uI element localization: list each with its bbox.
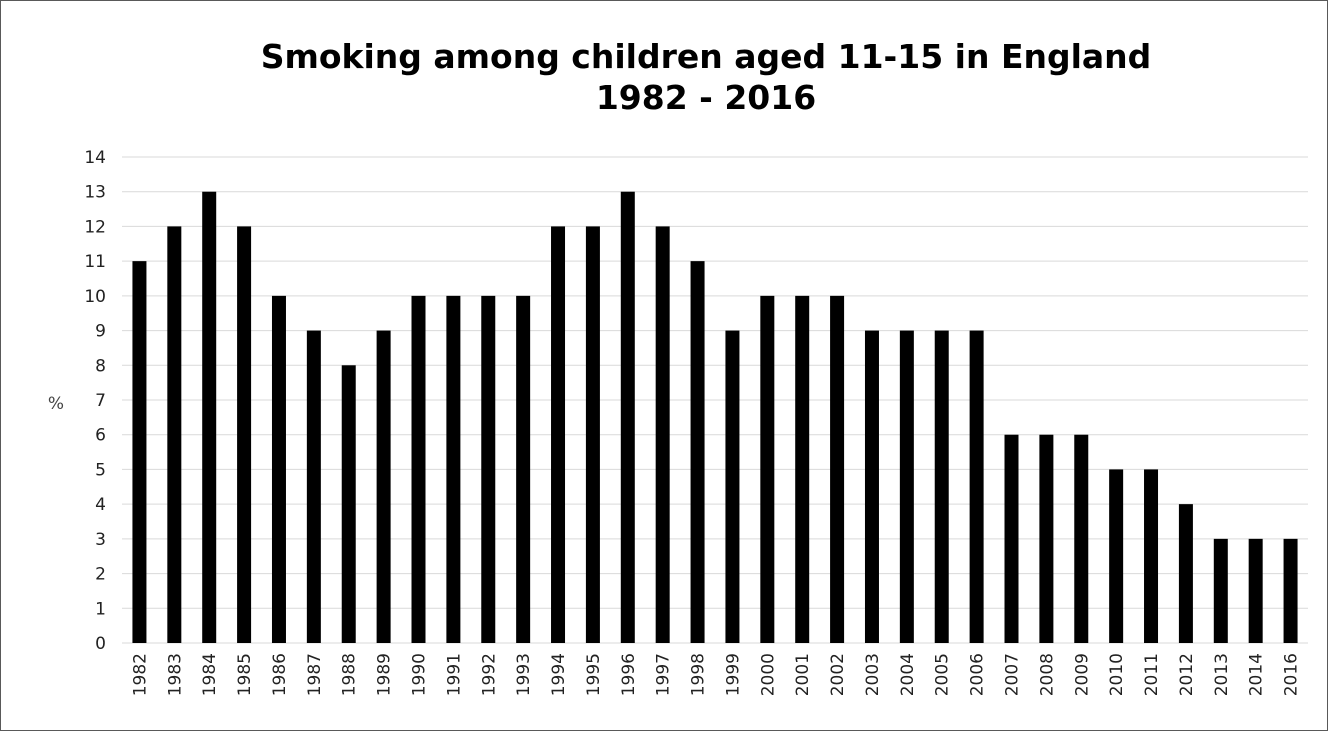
chart-title-block: Smoking among children aged 11-15 in Eng…	[0, 36, 1328, 118]
chart-title: Smoking among children aged 11-15 in Eng…	[260, 37, 1152, 76]
bar	[271, 295, 286, 643]
bar	[1178, 504, 1193, 643]
x-tick-label: 2014	[1247, 653, 1267, 696]
y-axis-label: %	[48, 394, 64, 414]
x-tick-label: 1993	[514, 653, 534, 696]
bar	[132, 261, 147, 643]
y-tick-label: 0	[95, 634, 106, 654]
x-tick-label: 1996	[619, 653, 639, 696]
bar	[1039, 434, 1054, 643]
bar	[167, 226, 182, 643]
x-tick-label: 1991	[444, 653, 464, 696]
y-tick-label: 5	[95, 460, 106, 480]
bar	[551, 226, 566, 643]
bar	[1213, 538, 1228, 643]
y-tick-label: 4	[95, 495, 106, 515]
x-tick-label: 2013	[1212, 653, 1232, 696]
x-tick-label: 1994	[549, 653, 569, 696]
chart-subtitle: 1982 - 2016	[595, 78, 817, 117]
y-tick-label: 12	[84, 217, 106, 237]
bar	[306, 330, 321, 643]
x-tick-label: 2005	[933, 653, 953, 696]
x-tick-label: 1986	[270, 653, 290, 696]
bar	[1074, 434, 1089, 643]
x-axis-ticks: 1982 1983 1984 1985 1986 1987 1988 1989 1990 1991…	[130, 653, 1301, 696]
x-tick-label: 2008	[1037, 653, 1057, 696]
x-tick-label: 1982	[130, 653, 150, 696]
bars	[132, 191, 1298, 643]
x-tick-label: 1984	[200, 653, 220, 696]
bar	[341, 365, 356, 643]
x-tick-label: 2009	[1072, 653, 1092, 696]
x-tick-label: 1983	[165, 653, 185, 696]
bar	[376, 330, 391, 643]
bar	[830, 295, 845, 643]
x-tick-label: 1992	[479, 653, 499, 696]
x-tick-label: 1998	[689, 653, 709, 696]
x-tick-label: 1987	[305, 653, 325, 696]
bar	[760, 295, 775, 643]
x-tick-label: 2007	[1003, 653, 1023, 696]
x-tick-label: 2012	[1177, 653, 1197, 696]
bar	[690, 261, 705, 643]
bar	[1283, 538, 1298, 643]
bar	[899, 330, 914, 643]
bar	[237, 226, 252, 643]
gridlines	[122, 156, 1308, 644]
bar	[795, 295, 810, 643]
y-tick-label: 9	[95, 322, 106, 342]
y-tick-label: 3	[95, 530, 106, 550]
x-tick-label: 1988	[340, 653, 360, 696]
x-tick-label: 1999	[723, 653, 743, 696]
x-tick-label: 2004	[898, 653, 918, 696]
y-tick-label: 6	[95, 426, 106, 446]
bar	[620, 191, 635, 643]
bar	[585, 226, 600, 643]
y-tick-label: 2	[95, 565, 106, 585]
bar	[516, 295, 531, 643]
x-tick-label: 1990	[410, 653, 430, 696]
x-tick-label: 1995	[584, 653, 604, 696]
bar	[864, 330, 879, 643]
bar	[934, 330, 949, 643]
y-tick-label: 10	[84, 287, 106, 307]
bar	[1248, 538, 1263, 643]
bar	[1004, 434, 1019, 643]
bar	[1109, 469, 1124, 643]
bar	[411, 295, 426, 643]
y-tick-label: 1	[95, 599, 106, 619]
bar	[481, 295, 496, 643]
x-tick-label: 2006	[968, 653, 988, 696]
y-tick-label: 13	[84, 183, 106, 203]
x-tick-label: 2000	[758, 653, 778, 696]
y-tick-label: 11	[84, 252, 106, 272]
x-tick-label: 2003	[863, 653, 883, 696]
y-tick-label: 7	[95, 391, 106, 411]
y-tick-label: 8	[95, 356, 106, 376]
bar	[655, 226, 670, 643]
y-tick-label: 14	[84, 148, 106, 168]
x-tick-label: 2002	[828, 653, 848, 696]
x-tick-label: 1989	[375, 653, 395, 696]
x-tick-label: 2016	[1282, 653, 1302, 696]
bar	[1144, 469, 1159, 643]
x-tick-label: 2010	[1107, 653, 1127, 696]
x-tick-label: 1985	[235, 653, 255, 696]
bar	[725, 330, 740, 643]
bar	[969, 330, 984, 643]
bar	[202, 191, 217, 643]
x-tick-label: 1997	[654, 653, 674, 696]
bar	[446, 295, 461, 643]
x-tick-label: 2001	[793, 653, 813, 696]
x-tick-label: 2011	[1142, 653, 1162, 696]
